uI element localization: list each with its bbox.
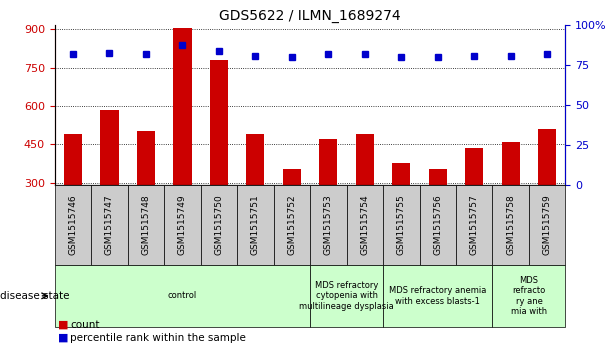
Bar xyxy=(210,60,228,259)
Text: disease state: disease state xyxy=(0,291,69,301)
Text: MDS refractory anemia
with excess blasts-1: MDS refractory anemia with excess blasts… xyxy=(389,286,486,306)
Bar xyxy=(392,163,410,259)
Text: GSM1515757: GSM1515757 xyxy=(470,195,478,256)
Text: GSM1515746: GSM1515746 xyxy=(69,195,77,256)
Bar xyxy=(64,134,82,259)
Text: GSM1515754: GSM1515754 xyxy=(361,195,369,256)
Bar xyxy=(246,134,264,259)
Text: percentile rank within the sample: percentile rank within the sample xyxy=(70,333,246,343)
Text: GSM1515749: GSM1515749 xyxy=(178,195,187,256)
Text: GSM1515753: GSM1515753 xyxy=(324,195,333,256)
Text: ■: ■ xyxy=(58,320,68,330)
Bar xyxy=(465,148,483,259)
Text: GSM1515751: GSM1515751 xyxy=(251,195,260,256)
Text: GSM1515752: GSM1515752 xyxy=(288,195,296,256)
Text: GSM1515748: GSM1515748 xyxy=(142,195,150,256)
Bar xyxy=(137,131,155,259)
Text: MDS refractory
cytopenia with
multilineage dysplasia: MDS refractory cytopenia with multilinea… xyxy=(299,281,394,311)
Title: GDS5622 / ILMN_1689274: GDS5622 / ILMN_1689274 xyxy=(219,9,401,23)
Text: ■: ■ xyxy=(58,333,68,343)
Bar xyxy=(502,142,520,259)
Bar xyxy=(356,134,374,259)
Text: GSM1515747: GSM1515747 xyxy=(105,195,114,256)
Bar xyxy=(100,110,119,259)
Text: MDS
refracto
ry ane
mia with: MDS refracto ry ane mia with xyxy=(511,276,547,316)
Bar xyxy=(538,129,556,259)
Bar xyxy=(319,139,337,259)
Bar xyxy=(283,168,301,259)
Text: control: control xyxy=(168,291,197,300)
Text: GSM1515756: GSM1515756 xyxy=(434,195,442,256)
Bar xyxy=(429,168,447,259)
Text: GSM1515755: GSM1515755 xyxy=(397,195,406,256)
Text: GSM1515750: GSM1515750 xyxy=(215,195,223,256)
Bar xyxy=(173,28,192,259)
Text: GSM1515758: GSM1515758 xyxy=(506,195,515,256)
Text: count: count xyxy=(70,320,100,330)
Text: GSM1515759: GSM1515759 xyxy=(543,195,551,256)
